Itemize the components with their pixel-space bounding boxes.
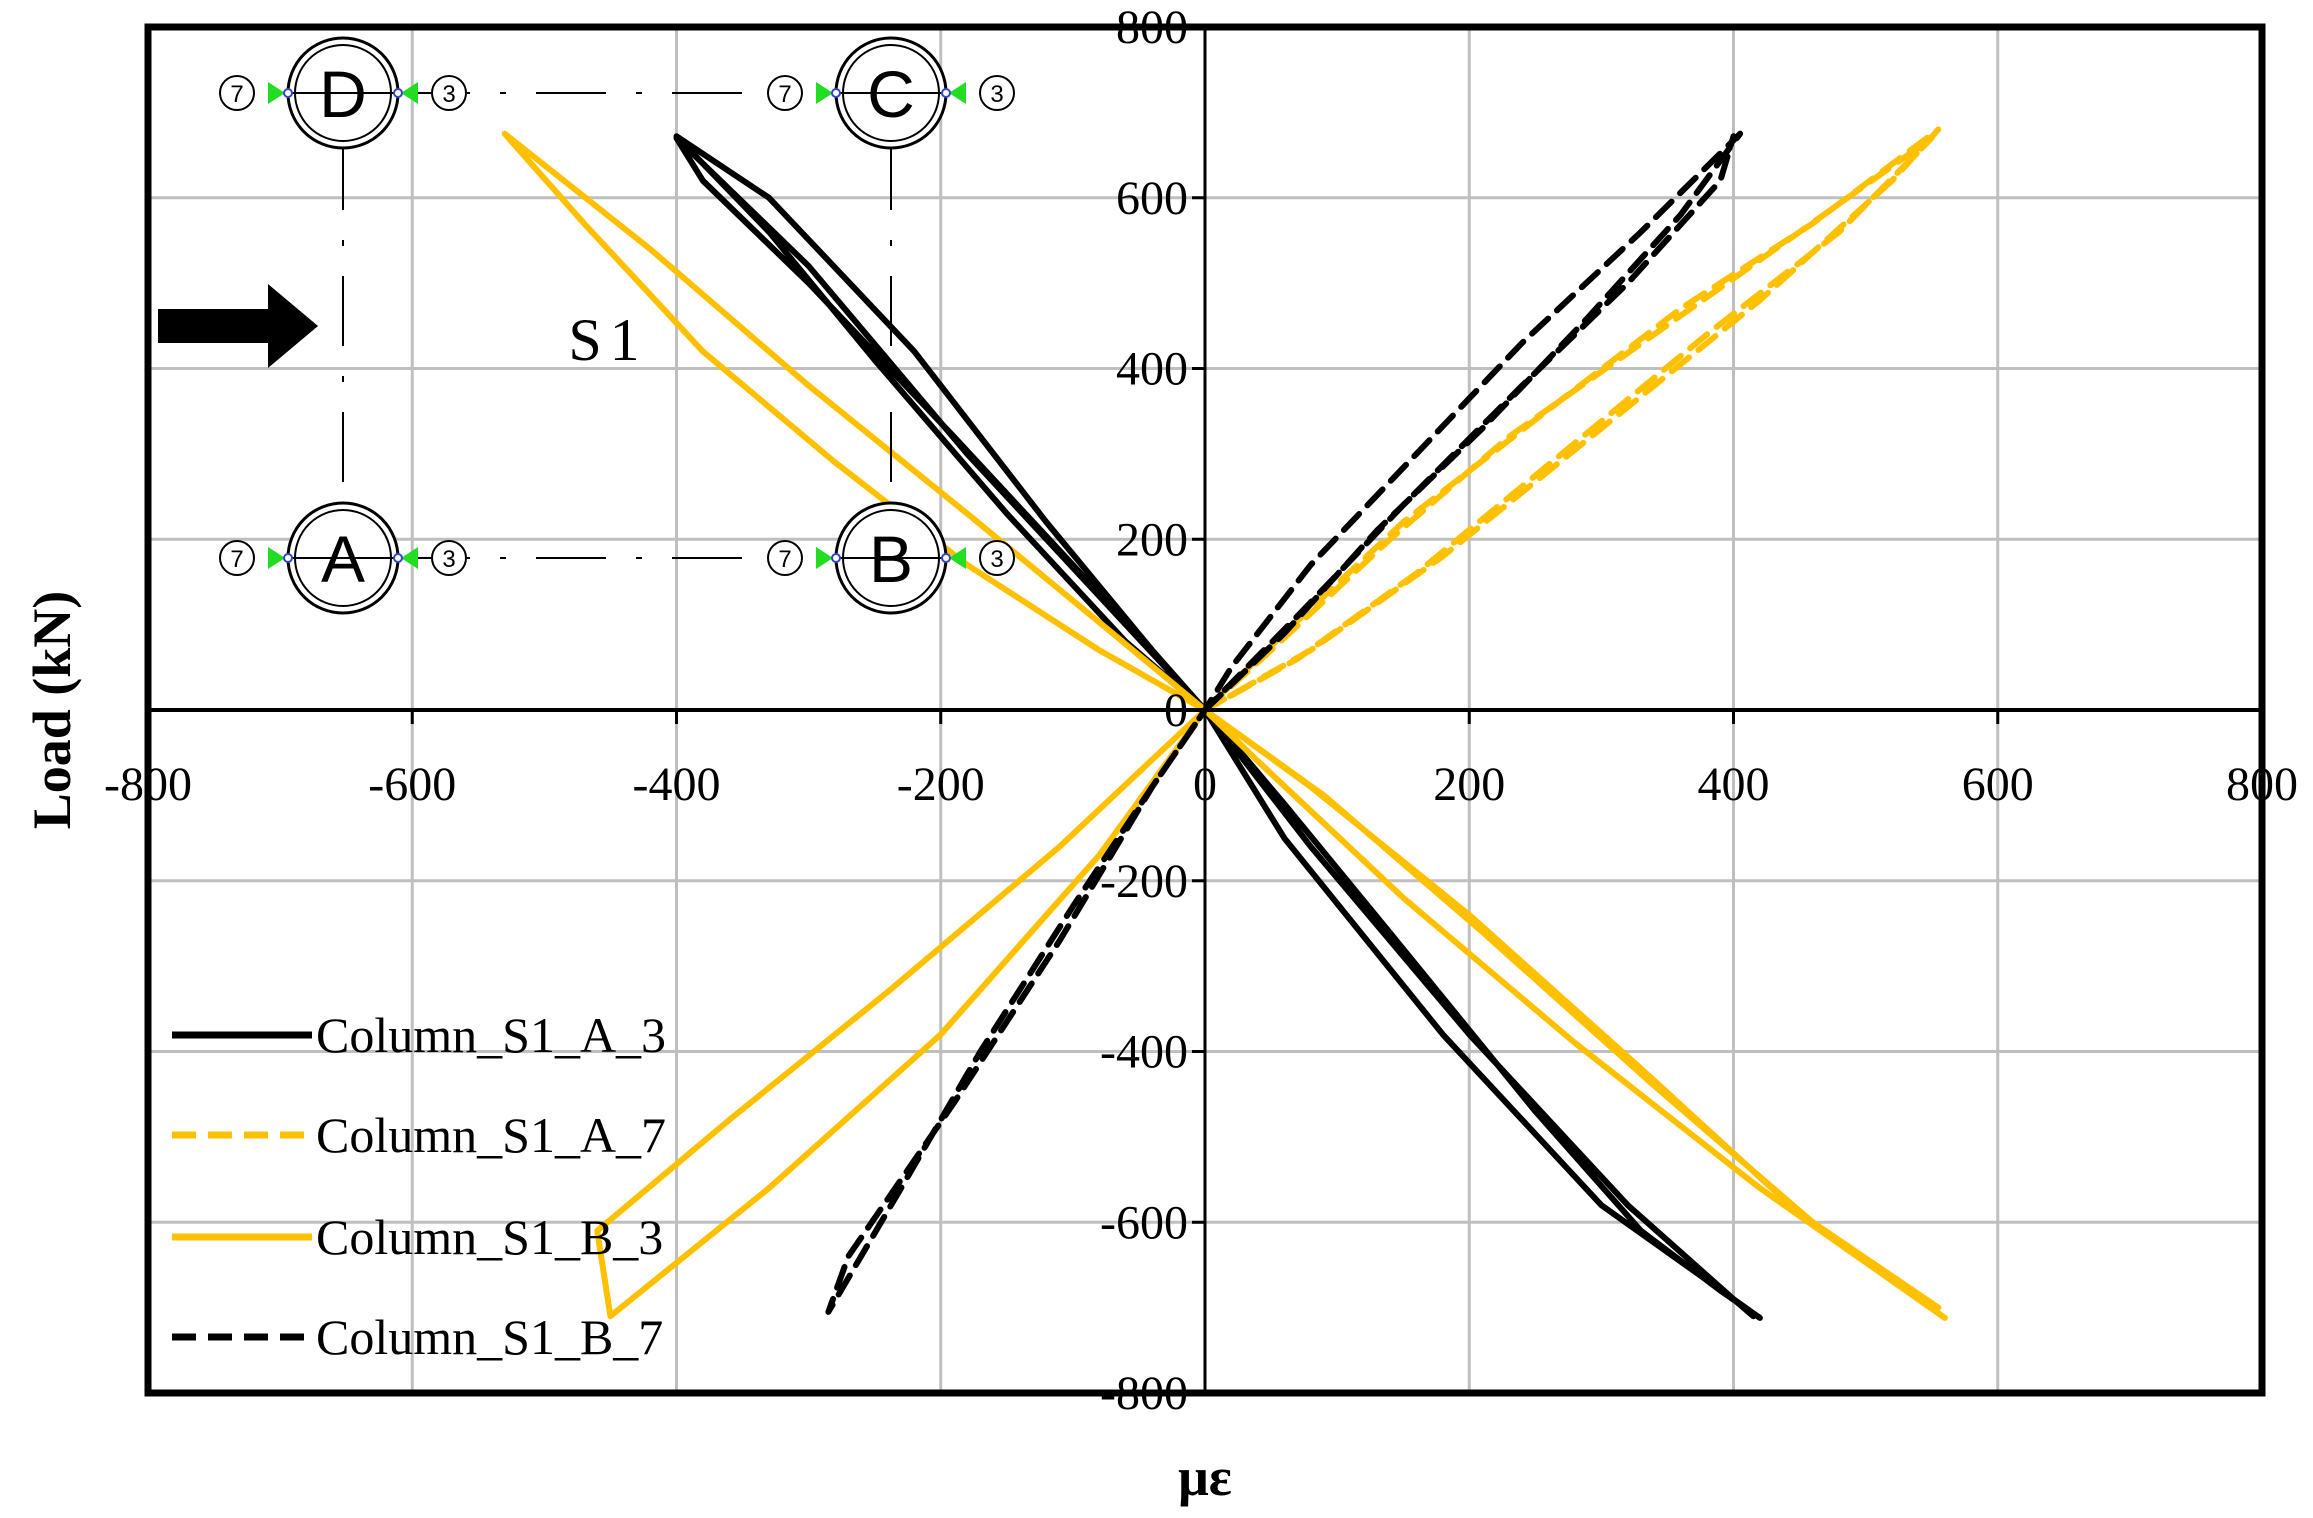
series-line-column-s1-a-3 [673,133,1763,1321]
x-tick-label: 600 [1962,758,2034,811]
gauge-number-badge [431,540,467,576]
gauge-number-badge [431,75,467,111]
series-line-column-s1-b-3 [501,130,1948,1321]
gauge-number: 7 [230,546,243,573]
gauge-number-badge [219,75,255,111]
gauge-number-badge [767,75,803,111]
load-direction-arrow-icon [158,284,318,368]
y-tick-label: 200 [1116,513,1188,566]
inset-column-d: D7 3 [219,36,467,150]
gauge-marker-icon [401,547,418,569]
gauge-point-icon [283,88,293,98]
inset-column-b: B7 3 [767,501,1015,615]
y-axis-title: Load (kN) [22,591,82,830]
y-tick-label: -600 [1100,1196,1188,1249]
inset-column-a: A7 3 [219,501,467,615]
gauge-number: 3 [442,81,455,108]
legend-entry-label: Column_S1_A_3 [316,1007,666,1063]
gauge-point-icon [393,553,403,563]
y-tick-label: 0 [1164,684,1188,737]
gauge-point-icon [941,88,951,98]
gauge-number-badge [979,75,1015,111]
gauge-point-icon [941,553,951,563]
legend-entry-label: Column_S1_A_7 [316,1107,666,1163]
gauge-number-badge [219,540,255,576]
legend-entry-label: Column_S1_B_3 [316,1209,663,1265]
frame-label: S1 [568,307,647,373]
y-tick-label: 600 [1116,172,1188,225]
gauge-marker-icon [816,82,833,104]
gauge-marker-icon [816,547,833,569]
y-tick-label: -400 [1100,1026,1188,1079]
inset-column-c: C7 3 [767,36,1015,150]
gauge-number-badge [767,540,803,576]
legend-entry-label: Column_S1_B_7 [316,1309,663,1365]
gauge-marker-icon [949,547,966,569]
gauge-point-icon [393,88,403,98]
gauge-number: 3 [990,546,1003,573]
gauge-marker-icon [268,547,285,569]
series-line-column-s1-a-7 [1202,126,1942,713]
x-axis-title: με [1178,1447,1232,1507]
x-tick-label: -400 [633,758,721,811]
gauge-number: 7 [778,81,791,108]
series-line-column-s1-b-7 [825,130,1744,1315]
gauge-number: 3 [990,81,1003,108]
series-layer [501,126,1948,1321]
x-tick-label: 0 [1193,758,1217,811]
gauge-point-icon [283,553,293,563]
x-tick-label: -200 [897,758,985,811]
gauge-number-badge [979,540,1015,576]
y-tick-label: -200 [1100,855,1188,908]
gauge-marker-icon [268,82,285,104]
gauge-marker-icon [401,82,418,104]
x-tick-labels: -800 -600 -400 -200 0 200 400 600 800 [104,710,2298,811]
x-tick-label: 400 [1698,758,1770,811]
x-tick-label: -600 [368,758,456,811]
column-layout-inset: S1 D7 3 C7 3A7 3 B7 3 [158,36,1015,615]
plot-border [144,23,2266,1397]
gauge-point-icon [831,88,841,98]
gauge-point-icon [831,553,841,563]
gauge-marker-icon [949,82,966,104]
y-tick-label: 400 [1116,343,1188,396]
inset-columns: D7 3 C7 3A7 3 B7 3 [219,36,1015,615]
gauge-number: 3 [442,546,455,573]
gauge-number: 7 [230,81,243,108]
gauge-number: 7 [778,546,791,573]
x-tick-label: 200 [1433,758,1505,811]
legend: Column_S1_A_3 Column_S1_A_7 Column_S1_B_3 C… [172,1007,666,1365]
